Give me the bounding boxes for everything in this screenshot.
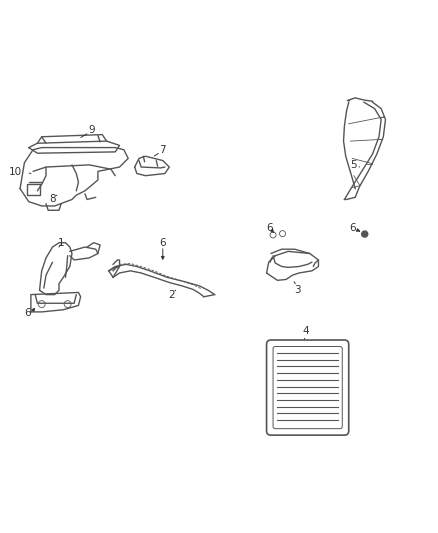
Text: 8: 8 bbox=[49, 195, 56, 205]
Text: 2: 2 bbox=[168, 289, 175, 300]
Text: 1: 1 bbox=[58, 238, 64, 248]
Text: 4: 4 bbox=[302, 326, 309, 336]
Text: 6: 6 bbox=[159, 238, 166, 248]
Text: 6: 6 bbox=[25, 308, 31, 318]
Text: 6: 6 bbox=[267, 223, 273, 232]
Text: 7: 7 bbox=[159, 145, 166, 155]
Text: 10: 10 bbox=[8, 167, 21, 177]
Text: 6: 6 bbox=[350, 223, 357, 232]
Circle shape bbox=[362, 231, 368, 237]
Text: 9: 9 bbox=[88, 125, 95, 135]
Text: 3: 3 bbox=[294, 285, 301, 295]
Text: 5: 5 bbox=[350, 160, 357, 170]
